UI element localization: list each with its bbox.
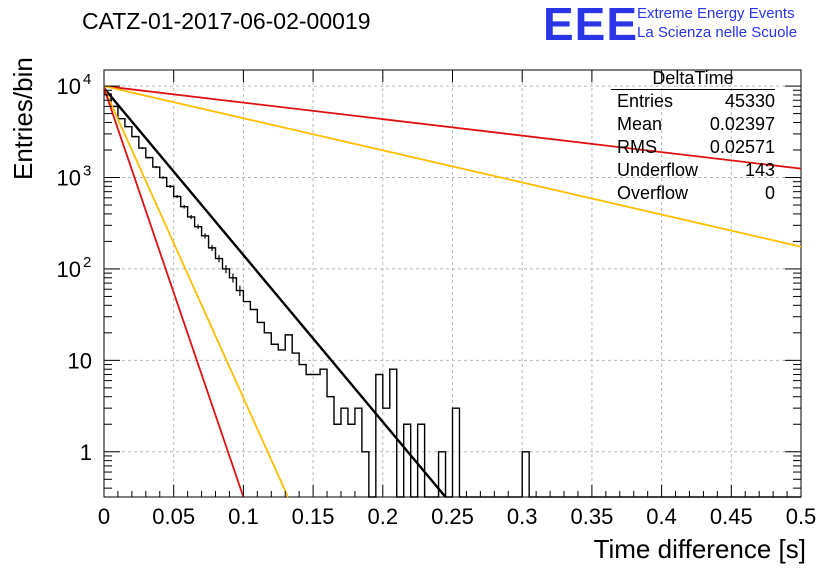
logo-caption-line2: La Scienza nelle Scuole <box>637 24 798 41</box>
stats-value: 0.02397 <box>709 114 775 134</box>
y-tick-label: 10 <box>57 257 81 282</box>
x-tick-label: 0 <box>98 504 110 529</box>
logo-caption: Extreme Energy Events La Scienza nelle S… <box>637 4 797 42</box>
y-tick-label: 1 <box>80 440 92 465</box>
stats-title: DeltaTime <box>611 68 775 90</box>
stats-value: 45330 <box>724 91 775 111</box>
stats-row-overflow: Overflow 0 <box>611 182 775 205</box>
y-tick-exponent: 2 <box>83 254 91 271</box>
x-tick-label: 0.35 <box>570 504 613 529</box>
y-tick-label: 10 <box>68 348 92 373</box>
x-tick-label: 0.3 <box>507 504 538 529</box>
stats-label: RMS <box>617 137 657 157</box>
fit-lines-layer <box>103 85 802 498</box>
fit-line <box>103 87 289 498</box>
x-tick-label: 0.05 <box>152 504 195 529</box>
fit-line <box>103 87 245 498</box>
grid-lines <box>104 70 801 497</box>
x-tick-label: 0.5 <box>786 504 817 529</box>
stats-row-mean: Mean 0.02397 <box>611 113 775 136</box>
fit-line <box>103 85 802 170</box>
x-axis-label: Time difference [s] <box>593 534 806 564</box>
x-tick-label: 0.2 <box>368 504 399 529</box>
eee-logo: EEE <box>543 0 639 50</box>
stats-label: Entries <box>617 91 674 111</box>
stats-value: 0 <box>764 183 775 203</box>
x-tick-label: 0.15 <box>292 504 335 529</box>
stats-row-entries: Entries 45330 <box>611 90 775 113</box>
x-tick-label: 0.25 <box>431 504 474 529</box>
y-tick-label: 10 <box>57 166 81 191</box>
stats-row-underflow: Underflow 143 <box>611 159 775 182</box>
stats-label: Underflow <box>617 160 699 180</box>
x-tick-label: 0.45 <box>710 504 753 529</box>
x-tick-label: 0.1 <box>228 504 259 529</box>
chart-title: CATZ-01-2017-06-02-00019 <box>82 8 371 34</box>
x-axis: 0 0.05 0.1 0.15 0.2 0.25 0.3 0.35 0.4 0.45 0.5 <box>98 70 816 529</box>
x-tick-label: 0.4 <box>646 504 677 529</box>
stats-value: 0.02571 <box>709 137 775 157</box>
fit-line <box>103 87 447 498</box>
y-tick-exponent: 3 <box>83 163 91 180</box>
stats-value: 143 <box>744 160 775 180</box>
stats-row-rms: RMS 0.02571 <box>611 136 775 159</box>
y-tick-exponent: 4 <box>83 71 91 88</box>
logo-caption-line1: Extreme Energy Events <box>637 5 795 22</box>
stats-box: DeltaTime Entries 45330 Mean 0.02397 RMS 0.… <box>611 68 775 205</box>
fit-line <box>103 85 802 248</box>
histogram-outline <box>104 93 801 498</box>
y-tick-label: 10 <box>57 74 81 99</box>
y-axis-label: Entries/bin <box>8 57 38 180</box>
histogram-layer <box>104 93 801 498</box>
stats-label: Overflow <box>617 183 689 203</box>
stats-label: Mean <box>617 114 663 134</box>
